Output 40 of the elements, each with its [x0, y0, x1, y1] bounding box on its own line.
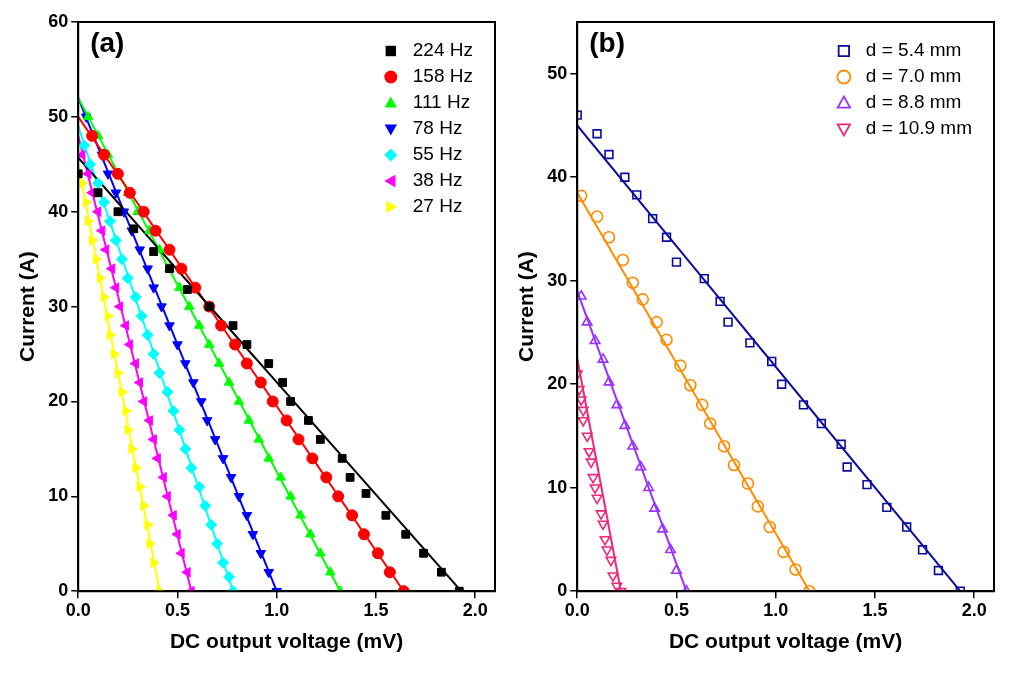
y-tick-label: 30: [547, 269, 568, 290]
legend-label: 38 Hz: [412, 169, 463, 191]
y-tick-label: 10: [48, 485, 69, 506]
legend-label: d = 10.9 mm: [865, 117, 973, 139]
legend-label: 27 Hz: [412, 195, 463, 217]
y-tick-label: 50: [48, 105, 69, 126]
legend-label: 111 Hz: [412, 91, 471, 113]
y-tick-label: 40: [547, 166, 568, 187]
y-tick-label: 20: [547, 373, 568, 394]
x-axis-title: DC output voltage (mV): [668, 629, 903, 653]
legend-label: 55 Hz: [412, 143, 463, 165]
y-axis-title: Current (A): [514, 251, 538, 363]
x-axis-title: DC output voltage (mV): [169, 629, 404, 653]
x-tick-label: 1.0: [763, 600, 789, 621]
legend-label: d = 5.4 mm: [865, 39, 962, 61]
legend-label: 224 Hz: [412, 39, 473, 61]
x-tick-label: 0.0: [564, 600, 590, 621]
y-tick-label: 30: [48, 295, 69, 316]
annotation: (b): [589, 26, 625, 58]
y-tick-label: 20: [48, 390, 69, 411]
y-axis-title: Current (A): [15, 251, 39, 363]
legend-label: 78 Hz: [412, 117, 463, 139]
x-tick-label: 1.0: [264, 600, 290, 621]
y-tick-label: 60: [48, 10, 69, 31]
x-tick-label: 0.0: [65, 600, 91, 621]
legend-label: 158 Hz: [412, 65, 473, 87]
x-tick-label: 2.0: [462, 600, 488, 621]
x-tick-label: 1.5: [862, 600, 888, 621]
y-tick-label: 40: [48, 200, 69, 221]
x-tick-label: 2.0: [961, 600, 987, 621]
legend-label: d = 8.8 mm: [865, 91, 962, 113]
x-tick-label: 1.5: [363, 600, 389, 621]
x-tick-label: 0.5: [663, 600, 689, 621]
y-tick-label: 0: [58, 580, 69, 601]
y-tick-label: 0: [557, 580, 568, 601]
x-tick-label: 0.5: [164, 600, 190, 621]
y-tick-label: 10: [547, 476, 568, 497]
legend-label: d = 7.0 mm: [865, 65, 962, 87]
annotation: (a): [90, 26, 125, 58]
y-tick-label: 50: [547, 62, 568, 83]
